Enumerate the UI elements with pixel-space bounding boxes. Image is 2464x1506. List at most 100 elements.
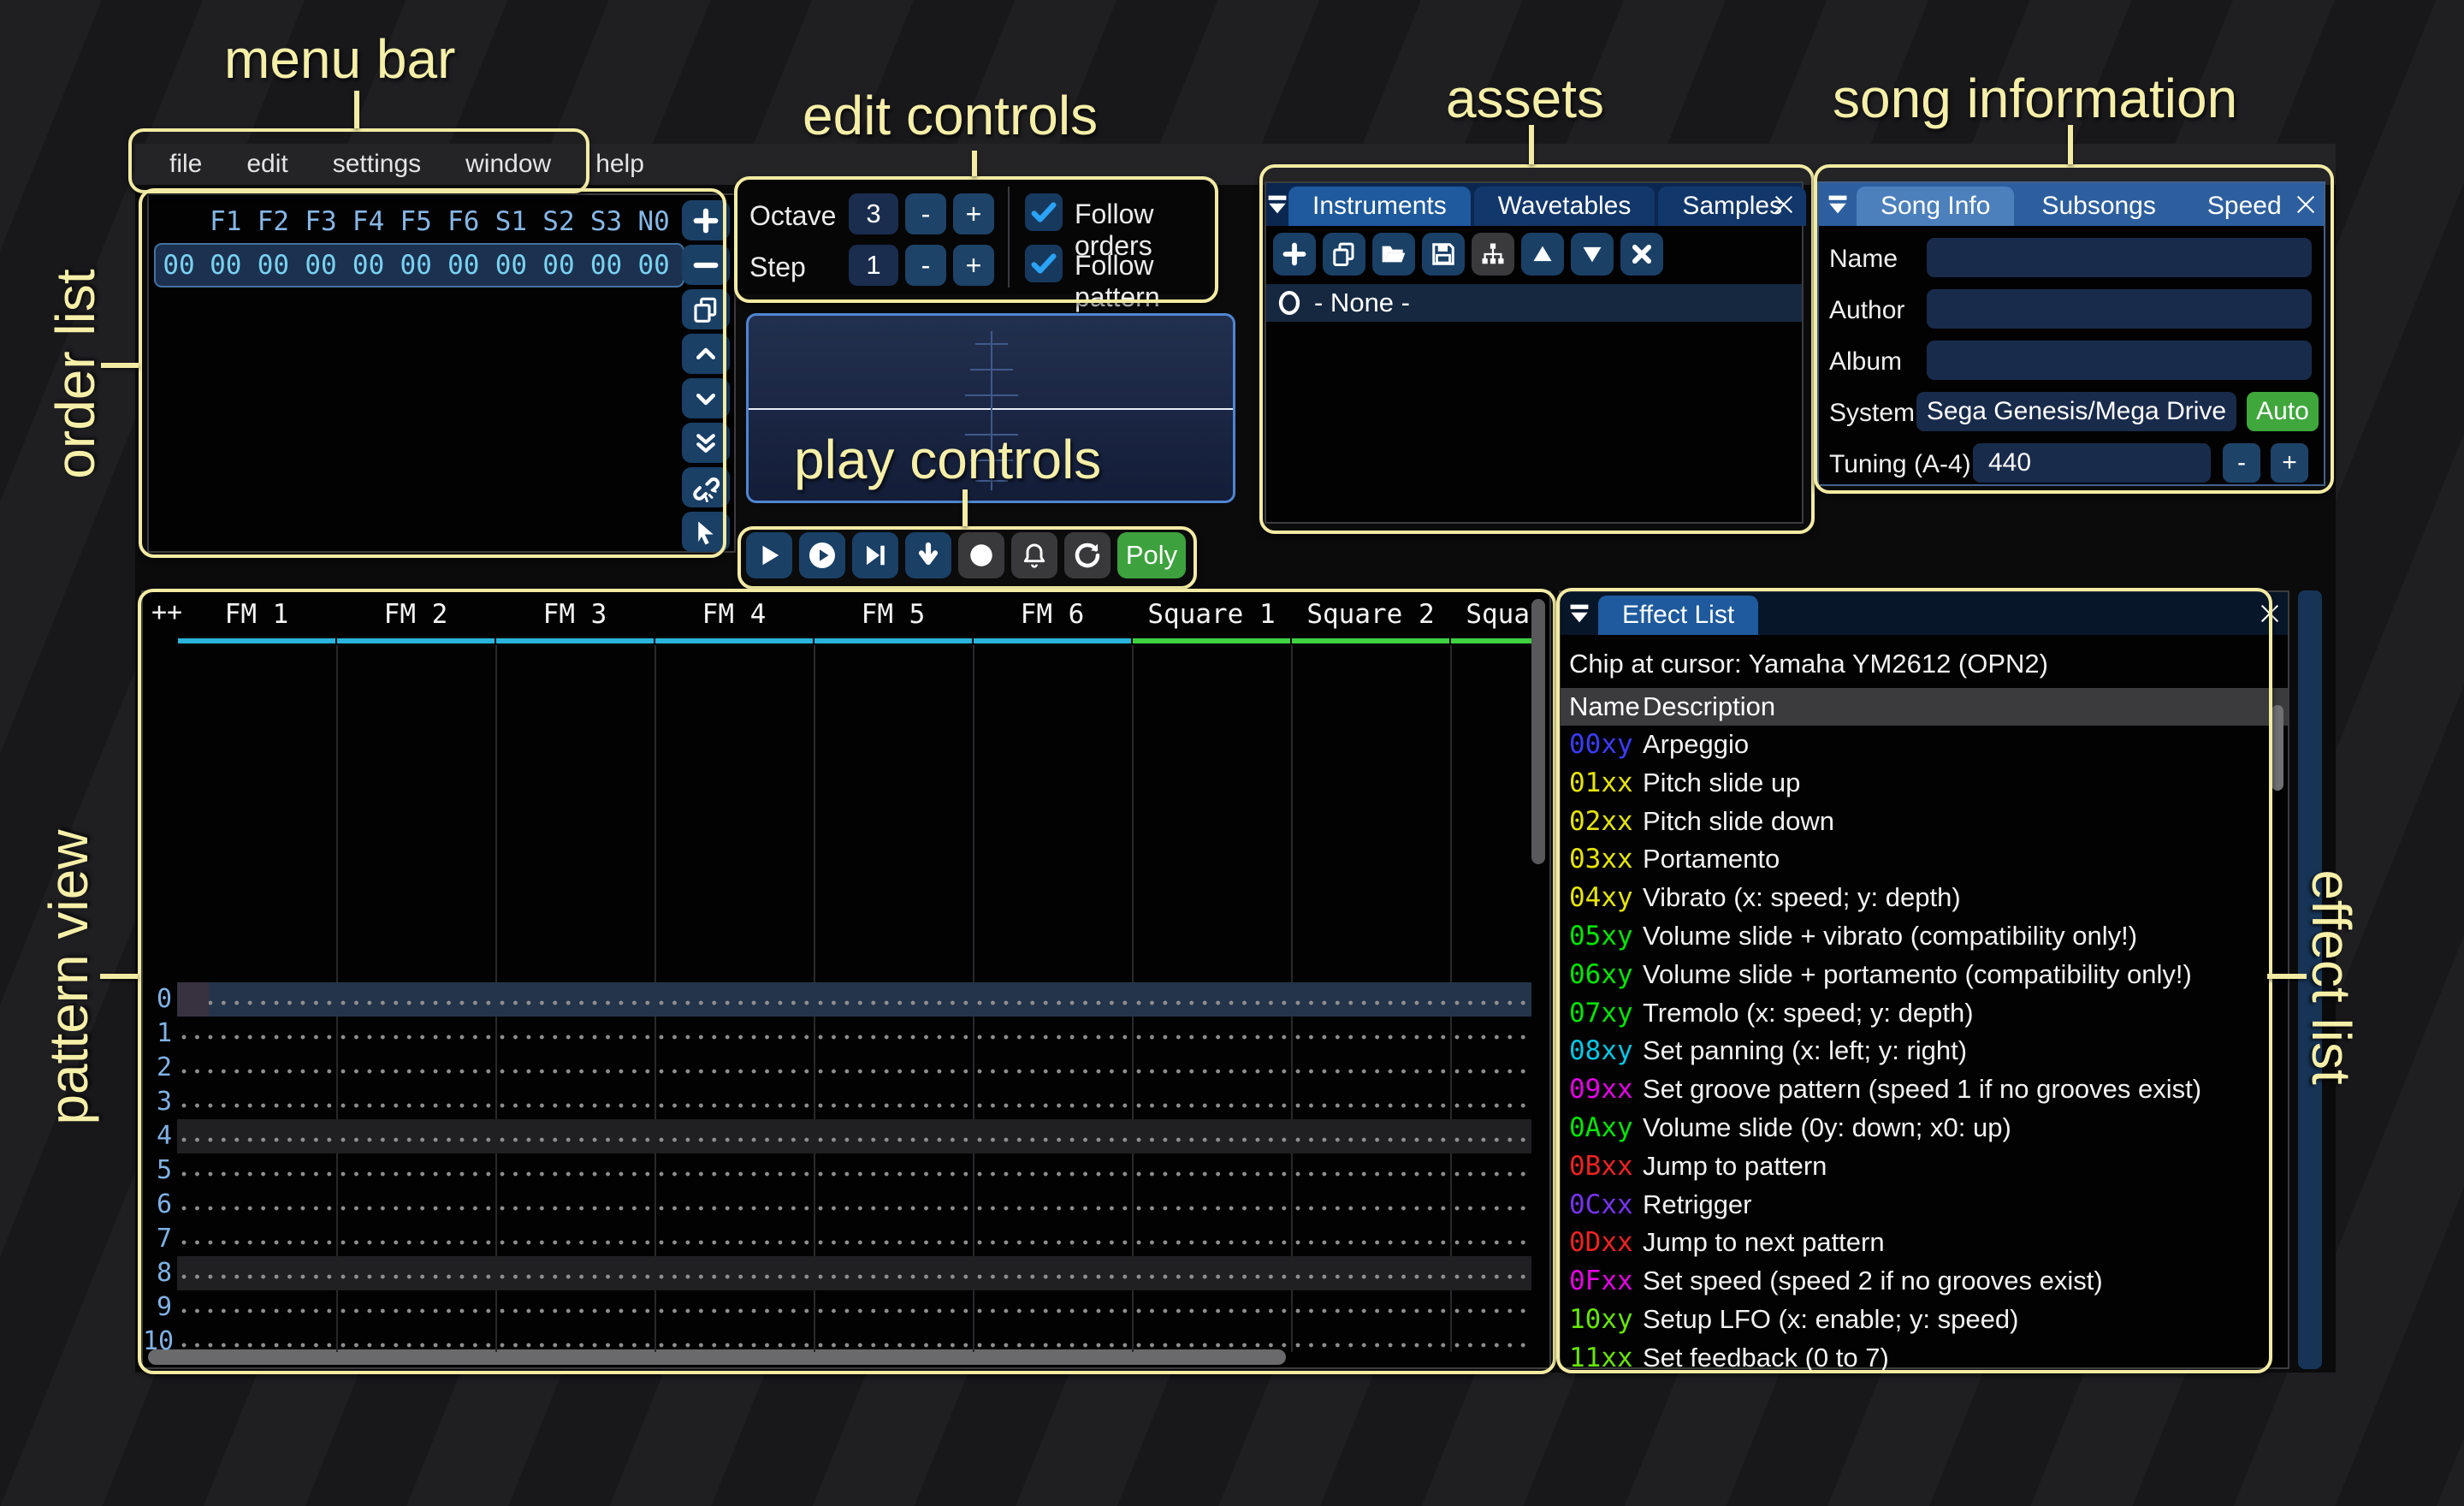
channel-name-fm-2[interactable]: FM 2 — [383, 599, 448, 630]
tab-instruments[interactable]: Instruments — [1288, 187, 1471, 226]
pattern-cell[interactable] — [1450, 982, 1531, 1017]
pattern-row-3[interactable] — [177, 1085, 1531, 1119]
tab-subsongs[interactable]: Subsongs — [2041, 192, 2156, 220]
instrument-list-item[interactable]: - None - — [1266, 284, 1802, 322]
pattern-cell[interactable] — [177, 1153, 336, 1188]
pattern-cell[interactable] — [1291, 1290, 1450, 1325]
pattern-cell[interactable] — [1132, 1153, 1291, 1188]
move-instrument-up-button[interactable] — [1521, 233, 1564, 276]
pattern-cell[interactable] — [336, 1051, 495, 1085]
pattern-cell[interactable] — [1291, 1256, 1450, 1290]
order-cell-3[interactable]: 00 — [352, 250, 385, 281]
pattern-cell[interactable] — [495, 1188, 654, 1222]
follow-orders-checkbox[interactable] — [1025, 193, 1063, 231]
tab-song-info[interactable]: Song Info — [1857, 187, 2015, 226]
poly-button[interactable]: Poly — [1117, 532, 1186, 578]
pattern-cell[interactable] — [177, 1085, 336, 1119]
pattern-row-2[interactable] — [177, 1051, 1531, 1085]
order-down-button[interactable] — [682, 378, 730, 418]
pattern-cell[interactable] — [654, 1153, 814, 1188]
pattern-row-8[interactable] — [177, 1256, 1531, 1290]
effect-list-scrollbar[interactable] — [2272, 705, 2283, 791]
pattern-cell[interactable] — [973, 1153, 1132, 1188]
order-cell-5[interactable]: 00 — [447, 250, 480, 281]
pattern-cell[interactable] — [1132, 1222, 1291, 1256]
pattern-cell[interactable] — [177, 1017, 336, 1051]
order-cell-6[interactable]: 00 — [495, 250, 528, 281]
pattern-cell[interactable] — [973, 1085, 1132, 1119]
pattern-row-6[interactable] — [177, 1188, 1531, 1222]
play-button[interactable] — [746, 532, 792, 578]
pattern-cell[interactable] — [495, 1085, 654, 1119]
menu-item-settings[interactable]: settings — [332, 150, 422, 178]
pattern-cell[interactable] — [973, 1222, 1132, 1256]
pattern-cell[interactable] — [814, 1017, 973, 1051]
order-cell-7[interactable]: 00 — [542, 250, 575, 281]
pattern-cell[interactable] — [814, 1085, 973, 1119]
pattern-cell[interactable] — [654, 1222, 814, 1256]
play-pattern-button[interactable] — [799, 532, 845, 578]
song-info-close-button[interactable] — [2289, 188, 2322, 221]
pattern-cursor-cell[interactable] — [177, 982, 209, 1017]
pattern-cell[interactable] — [654, 1325, 814, 1359]
pattern-cell[interactable] — [495, 1325, 654, 1359]
docked-window-strip[interactable] — [2298, 590, 2322, 1369]
channel-name-square-2[interactable]: Square 2 — [1306, 599, 1435, 630]
collapse-icon[interactable] — [1561, 592, 1598, 635]
order-cell-1[interactable]: 00 — [257, 250, 290, 281]
save-instrument-button[interactable] — [1422, 233, 1465, 276]
pattern-corner-toggle[interactable]: ++ — [151, 597, 183, 627]
pattern-cell[interactable] — [1132, 1290, 1291, 1325]
step-value[interactable]: 1 — [849, 245, 898, 286]
order-cell-8[interactable]: 00 — [589, 250, 623, 281]
pattern-cell[interactable] — [1132, 982, 1291, 1017]
pattern-cell[interactable] — [177, 1188, 336, 1222]
order-up-button[interactable] — [682, 334, 730, 374]
pattern-cell[interactable] — [1291, 982, 1450, 1017]
pattern-cell[interactable] — [654, 1188, 814, 1222]
pattern-cell[interactable] — [814, 1222, 973, 1256]
duplicate-order-button[interactable] — [682, 289, 730, 329]
record-button[interactable] — [958, 532, 1004, 578]
menu-item-help[interactable]: help — [595, 150, 644, 178]
pattern-cell[interactable] — [1450, 1153, 1531, 1188]
pattern-cell[interactable] — [1132, 1188, 1291, 1222]
pattern-cell[interactable] — [654, 1051, 814, 1085]
pattern-cell[interactable] — [1291, 1017, 1450, 1051]
pattern-cell[interactable] — [654, 982, 814, 1017]
pattern-row-1[interactable] — [177, 1017, 1531, 1051]
pattern-cell[interactable] — [1450, 1256, 1531, 1290]
pattern-cell[interactable] — [1450, 1051, 1531, 1085]
pattern-cell[interactable] — [1450, 1085, 1531, 1119]
pattern-cell[interactable] — [177, 1222, 336, 1256]
pattern-cell[interactable] — [814, 1256, 973, 1290]
pattern-cell[interactable] — [1291, 1119, 1450, 1153]
pattern-cell[interactable] — [814, 1119, 973, 1153]
pattern-cell[interactable] — [177, 1290, 336, 1325]
order-deep-clone-button[interactable] — [682, 423, 730, 463]
pattern-cell[interactable] — [336, 1325, 495, 1359]
pattern-cell[interactable] — [1132, 1325, 1291, 1359]
pattern-cell[interactable] — [973, 1290, 1132, 1325]
order-cell-2[interactable]: 00 — [305, 250, 337, 281]
pattern-cell[interactable] — [1291, 1325, 1450, 1359]
pattern-cell[interactable] — [654, 1085, 814, 1119]
pattern-cell[interactable] — [973, 1051, 1132, 1085]
collapse-icon[interactable] — [1819, 183, 1857, 226]
assets-close-button[interactable] — [1768, 188, 1800, 221]
pattern-row-5[interactable] — [177, 1153, 1531, 1188]
step-plus-button[interactable]: + — [953, 245, 994, 286]
pattern-cell[interactable] — [814, 1051, 973, 1085]
open-instrument-button[interactable] — [1372, 233, 1415, 276]
order-change-mode-button[interactable] — [682, 467, 730, 507]
pattern-cell[interactable] — [1291, 1222, 1450, 1256]
pattern-cell[interactable] — [814, 1153, 973, 1188]
step-play-button[interactable] — [905, 532, 951, 578]
order-edit-mode-button[interactable] — [682, 512, 730, 552]
pattern-cell[interactable] — [336, 1085, 495, 1119]
pattern-cell[interactable] — [1291, 1153, 1450, 1188]
menu-item-window[interactable]: window — [465, 150, 552, 178]
tuning-plus-button[interactable]: + — [2271, 443, 2308, 483]
pattern-cell[interactable] — [177, 1051, 336, 1085]
pattern-cell[interactable] — [495, 1222, 654, 1256]
